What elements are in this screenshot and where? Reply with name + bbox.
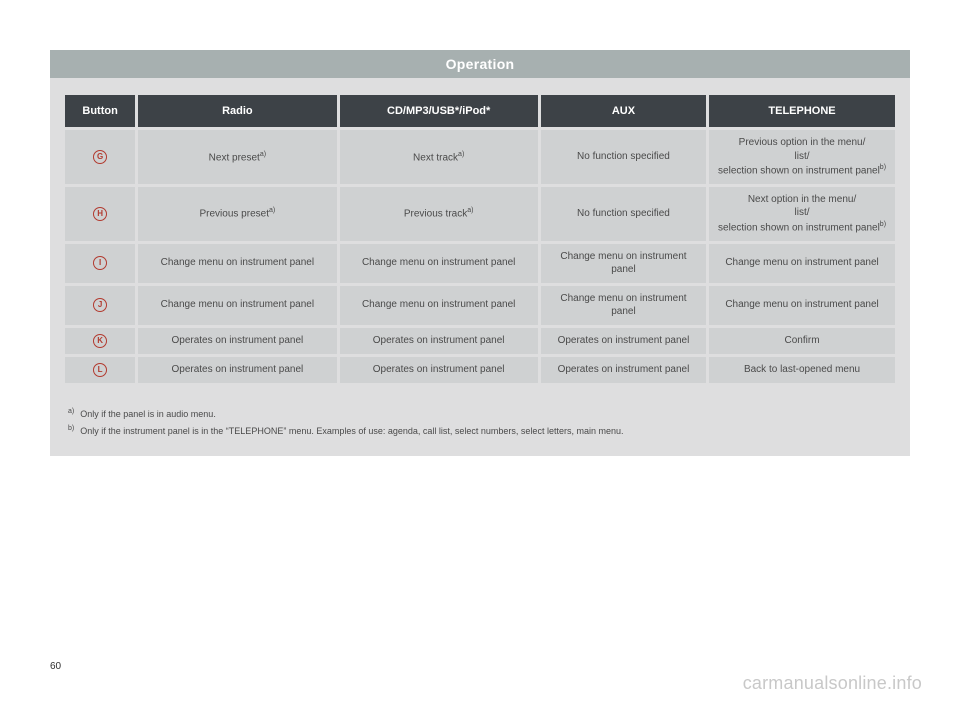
button-cell: L bbox=[65, 357, 135, 383]
radio-cell: Previous preseta) bbox=[138, 187, 336, 241]
cd-cell: Operates on instrument panel bbox=[340, 328, 538, 354]
column-header-telephone: TELEPHONE bbox=[709, 95, 895, 127]
aux-cell: Change menu on instrument panel bbox=[541, 244, 706, 283]
footnote-b: b) Only if the instrument panel is in the… bbox=[68, 423, 892, 438]
table-row: L Operates on instrument panel Operates … bbox=[65, 357, 895, 383]
tel-cell: Confirm bbox=[709, 328, 895, 354]
cd-cell: Operates on instrument panel bbox=[340, 357, 538, 383]
content-band: Operation Button Radio CD/MP3/USB*/iPod*… bbox=[50, 50, 910, 456]
button-letter-icon: H bbox=[93, 207, 107, 221]
tel-cell: Previous option in the menu/list/selecti… bbox=[709, 130, 895, 184]
watermark: carmanualsonline.info bbox=[743, 673, 922, 694]
footnote-a: a) Only if the panel is in audio menu. bbox=[68, 406, 892, 421]
manual-page: Operation Button Radio CD/MP3/USB*/iPod*… bbox=[0, 0, 960, 708]
cd-cell: Change menu on instrument panel bbox=[340, 244, 538, 283]
aux-cell: No function specified bbox=[541, 130, 706, 184]
column-header-cd: CD/MP3/USB*/iPod* bbox=[340, 95, 538, 127]
table-row: I Change menu on instrument panel Change… bbox=[65, 244, 895, 283]
table-row: G Next preseta) Next tracka) No function… bbox=[65, 130, 895, 184]
button-cell: J bbox=[65, 286, 135, 325]
footnote-text: Only if the instrument panel is in the “… bbox=[80, 426, 623, 436]
cd-cell: Change menu on instrument panel bbox=[340, 286, 538, 325]
radio-cell: Operates on instrument panel bbox=[138, 357, 336, 383]
radio-cell: Change menu on instrument panel bbox=[138, 244, 336, 283]
button-letter-icon: L bbox=[93, 363, 107, 377]
table-row: J Change menu on instrument panel Change… bbox=[65, 286, 895, 325]
aux-cell: Change menu on instrument panel bbox=[541, 286, 706, 325]
tel-cell: Change menu on instrument panel bbox=[709, 244, 895, 283]
footnote-mark: b) bbox=[68, 425, 74, 432]
table-row: K Operates on instrument panel Operates … bbox=[65, 328, 895, 354]
button-letter-icon: G bbox=[93, 150, 107, 164]
footnote-text: Only if the panel is in audio menu. bbox=[80, 409, 216, 419]
tel-cell: Next option in the menu/list/selection s… bbox=[709, 187, 895, 241]
cd-cell: Next tracka) bbox=[340, 130, 538, 184]
button-letter-icon: K bbox=[93, 334, 107, 348]
button-cell: I bbox=[65, 244, 135, 283]
button-letter-icon: J bbox=[93, 298, 107, 312]
aux-cell: No function specified bbox=[541, 187, 706, 241]
page-number: 60 bbox=[50, 661, 61, 672]
cd-cell: Previous tracka) bbox=[340, 187, 538, 241]
footnotes: a) Only if the panel is in audio menu. b)… bbox=[50, 396, 910, 457]
column-header-radio: Radio bbox=[138, 95, 336, 127]
page-title: Operation bbox=[50, 50, 910, 78]
table-row: H Previous preseta) Previous tracka) No … bbox=[65, 187, 895, 241]
aux-cell: Operates on instrument panel bbox=[541, 328, 706, 354]
radio-cell: Next preseta) bbox=[138, 130, 336, 184]
column-header-button: Button bbox=[65, 95, 135, 127]
radio-cell: Operates on instrument panel bbox=[138, 328, 336, 354]
button-cell: K bbox=[65, 328, 135, 354]
column-header-aux: AUX bbox=[541, 95, 706, 127]
radio-cell: Change menu on instrument panel bbox=[138, 286, 336, 325]
tel-cell: Change menu on instrument panel bbox=[709, 286, 895, 325]
button-letter-icon: I bbox=[93, 256, 107, 270]
footnote-mark: a) bbox=[68, 408, 74, 415]
table-header-row: Button Radio CD/MP3/USB*/iPod* AUX TELEP… bbox=[65, 95, 895, 127]
aux-cell: Operates on instrument panel bbox=[541, 357, 706, 383]
button-cell: G bbox=[65, 130, 135, 184]
tel-cell: Back to last-opened menu bbox=[709, 357, 895, 383]
table-container: Button Radio CD/MP3/USB*/iPod* AUX TELEP… bbox=[50, 78, 910, 396]
operation-table: Button Radio CD/MP3/USB*/iPod* AUX TELEP… bbox=[62, 92, 898, 386]
button-cell: H bbox=[65, 187, 135, 241]
